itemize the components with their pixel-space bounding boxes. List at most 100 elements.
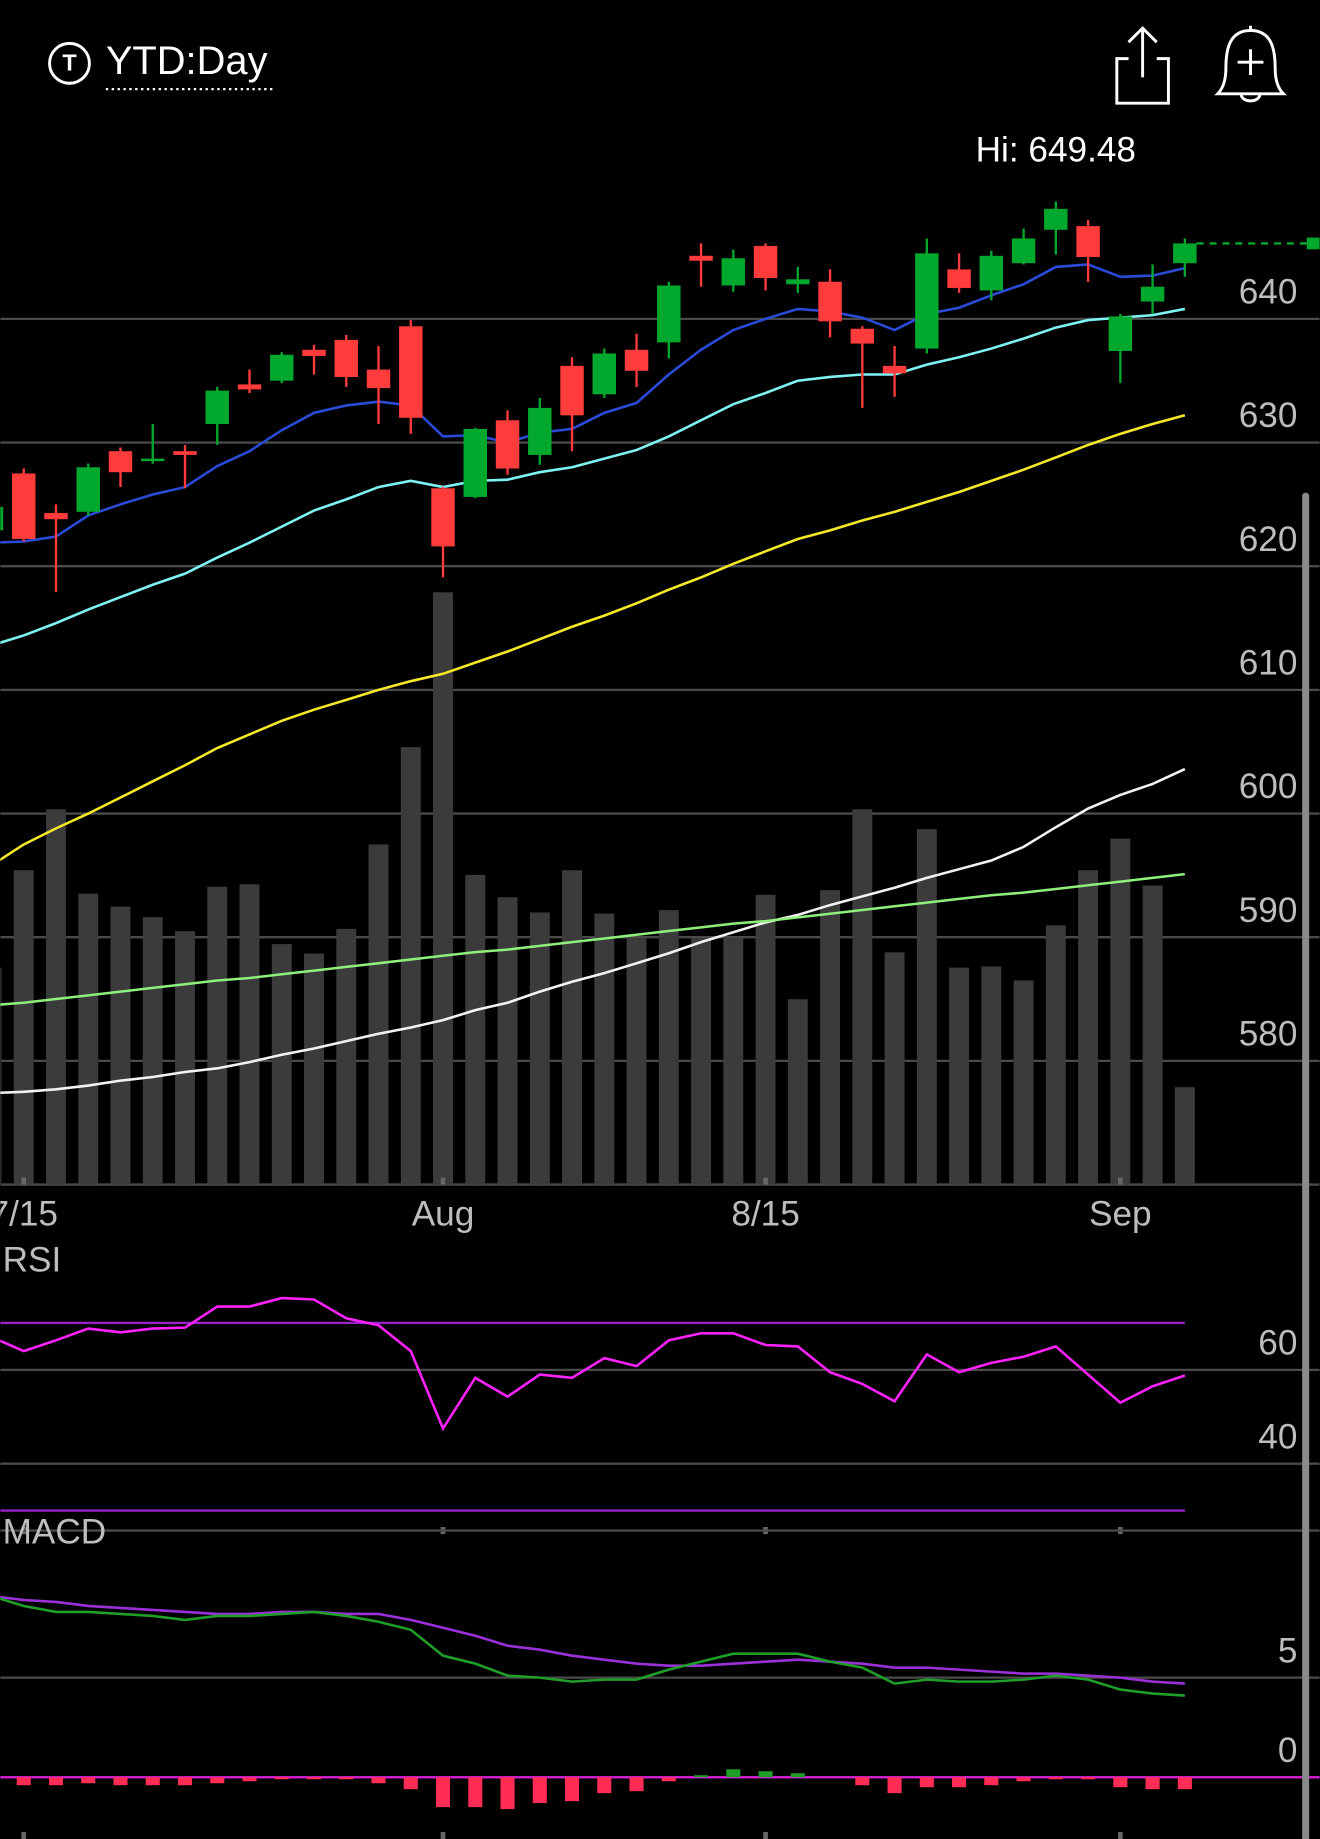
candle-body — [786, 279, 810, 285]
candle-body — [141, 458, 165, 462]
histogram-bar — [790, 1773, 805, 1778]
volume-bar — [755, 894, 776, 1185]
timeframe-button[interactable]: T YTD:Day — [48, 39, 275, 91]
candle-body — [0, 506, 4, 531]
volume-bar — [594, 913, 615, 1185]
candle-body — [463, 428, 488, 497]
candle-body — [205, 390, 229, 424]
candle-body — [12, 473, 36, 539]
x-tick-label: Sep — [1089, 1195, 1152, 1234]
candle-body — [270, 354, 294, 381]
candle-body — [76, 467, 100, 512]
candle-body — [979, 255, 1004, 291]
histogram-bar — [435, 1777, 451, 1808]
panel-title: RSI — [3, 1240, 62, 1279]
y-tick-label: 600 — [1239, 767, 1298, 806]
volume-bar — [949, 967, 970, 1185]
histogram-bar — [177, 1777, 193, 1786]
histogram-bar — [1081, 1777, 1096, 1780]
share-button[interactable] — [1115, 26, 1170, 105]
volume-bar — [1174, 1087, 1195, 1185]
candle-body — [302, 349, 326, 356]
volume-bar — [175, 931, 195, 1185]
y-tick-label: 580 — [1239, 1015, 1298, 1054]
histogram-bar — [468, 1777, 483, 1808]
candle-body — [850, 328, 875, 344]
histogram-bar — [1113, 1777, 1128, 1788]
volume-bar — [0, 967, 2, 1185]
candle-body — [237, 384, 262, 390]
histogram-bar — [984, 1777, 999, 1786]
volume-bar — [13, 870, 34, 1185]
volume-bar — [691, 938, 712, 1185]
volume-bar — [239, 884, 260, 1185]
volume-bar — [981, 966, 1002, 1185]
y-tick-label: 620 — [1239, 520, 1298, 559]
x-tick-label: 8/15 — [731, 1195, 799, 1234]
histogram-bar — [758, 1771, 773, 1778]
histogram-bar — [210, 1777, 225, 1784]
y-tick-label: 0 — [1278, 1731, 1298, 1770]
x-tick-label: Aug — [412, 1195, 475, 1234]
volume-bar — [110, 906, 131, 1185]
volume-bar — [658, 910, 679, 1185]
histogram-bar — [1145, 1777, 1160, 1790]
candle-body — [753, 245, 778, 279]
volume-bar — [46, 809, 66, 1185]
candle-body — [1140, 286, 1165, 302]
histogram-bar — [629, 1777, 644, 1792]
candle-body — [721, 258, 746, 286]
histogram-bar — [532, 1777, 547, 1804]
volume-bar — [787, 999, 808, 1185]
candle-body — [818, 281, 842, 322]
candle-body — [1076, 226, 1100, 258]
candle-body — [173, 451, 197, 455]
histogram-bar — [597, 1777, 612, 1794]
histogram-bar — [565, 1777, 580, 1802]
moving-average — [0, 263, 1186, 544]
volume-bar — [1013, 980, 1034, 1185]
candle-body — [560, 365, 584, 416]
timeframe-label: YTD:Day — [106, 39, 268, 83]
candle-body — [689, 255, 713, 261]
histogram-bar — [242, 1777, 257, 1782]
volume-bar — [271, 944, 292, 1185]
volume-bar — [1110, 838, 1131, 1185]
candle-body — [334, 339, 358, 377]
volume-bar — [465, 874, 486, 1185]
volume-bar — [497, 897, 518, 1185]
volume-bar — [626, 938, 647, 1185]
moving-average — [0, 307, 1186, 645]
share-arrow — [1127, 26, 1158, 78]
histogram-bar — [145, 1777, 160, 1786]
candle-body — [1108, 316, 1133, 352]
candle-body — [44, 513, 68, 520]
y-tick-label: 60 — [1258, 1324, 1297, 1363]
last-price-marker — [1306, 237, 1320, 250]
y-tick-label: 640 — [1239, 273, 1298, 312]
histogram-bar — [500, 1777, 515, 1810]
moving-average — [0, 414, 1186, 862]
y-tick-label: 630 — [1239, 396, 1298, 435]
scrollbar[interactable] — [1302, 492, 1310, 1839]
alert-button[interactable] — [1214, 25, 1287, 103]
volume-bar — [1078, 870, 1099, 1185]
histogram-bar — [726, 1769, 741, 1778]
histogram-bar — [919, 1777, 934, 1788]
histogram-bar — [339, 1777, 354, 1780]
volume-bar — [562, 870, 583, 1185]
histogram-bar — [1048, 1777, 1063, 1780]
candle-body — [882, 365, 907, 374]
candle-body — [1173, 243, 1197, 264]
candle-body — [108, 451, 133, 473]
volume-bar — [1142, 885, 1163, 1185]
histogram-bar — [306, 1777, 322, 1780]
y-tick-label: 590 — [1239, 891, 1298, 930]
candle-body — [431, 488, 455, 547]
volume-bar — [852, 809, 873, 1185]
symbol-icon — [48, 41, 91, 85]
volume-bar — [433, 592, 453, 1185]
candle-body — [1044, 208, 1068, 230]
